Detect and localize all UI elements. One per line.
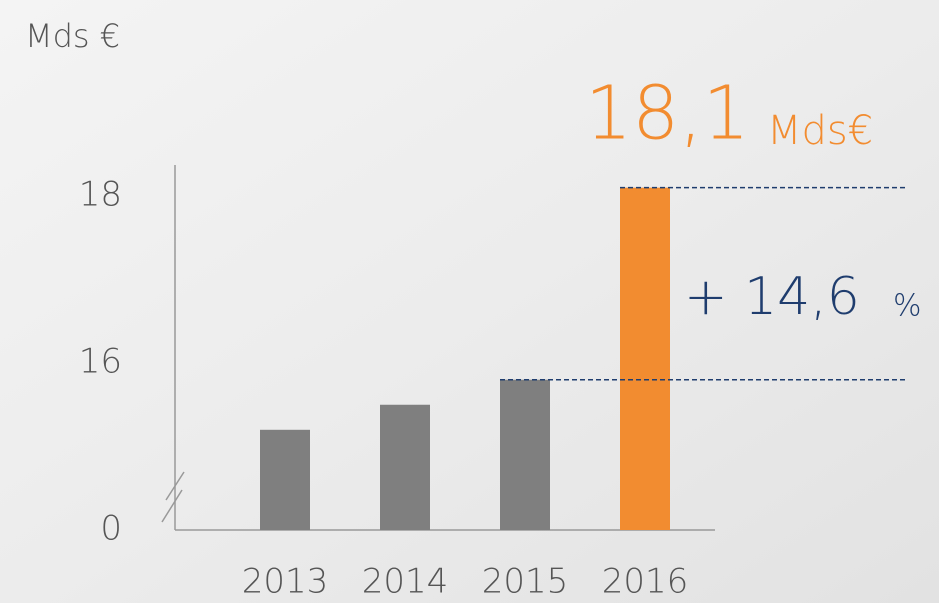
growth-label: + 14,6 <box>684 267 860 327</box>
x-tick-label: 2014 <box>362 562 449 602</box>
bar <box>500 379 550 530</box>
y-tick-label: 0 <box>100 509 122 549</box>
y-axis-label: Mds € <box>25 17 120 55</box>
bar <box>380 404 430 530</box>
y-tick-label: 16 <box>79 342 122 382</box>
total-unit: Mds€ <box>767 108 873 154</box>
total-label: 18,1 <box>585 71 750 157</box>
x-tick-label: 2016 <box>602 562 689 602</box>
x-tick-label: 2013 <box>242 562 329 602</box>
axis-break <box>165 471 185 501</box>
y-tick-label: 18 <box>79 175 122 215</box>
axis-break <box>161 489 183 523</box>
bar <box>620 187 670 530</box>
growth-unit: % <box>893 289 922 324</box>
bar <box>260 429 310 530</box>
x-tick-label: 2015 <box>482 562 569 602</box>
